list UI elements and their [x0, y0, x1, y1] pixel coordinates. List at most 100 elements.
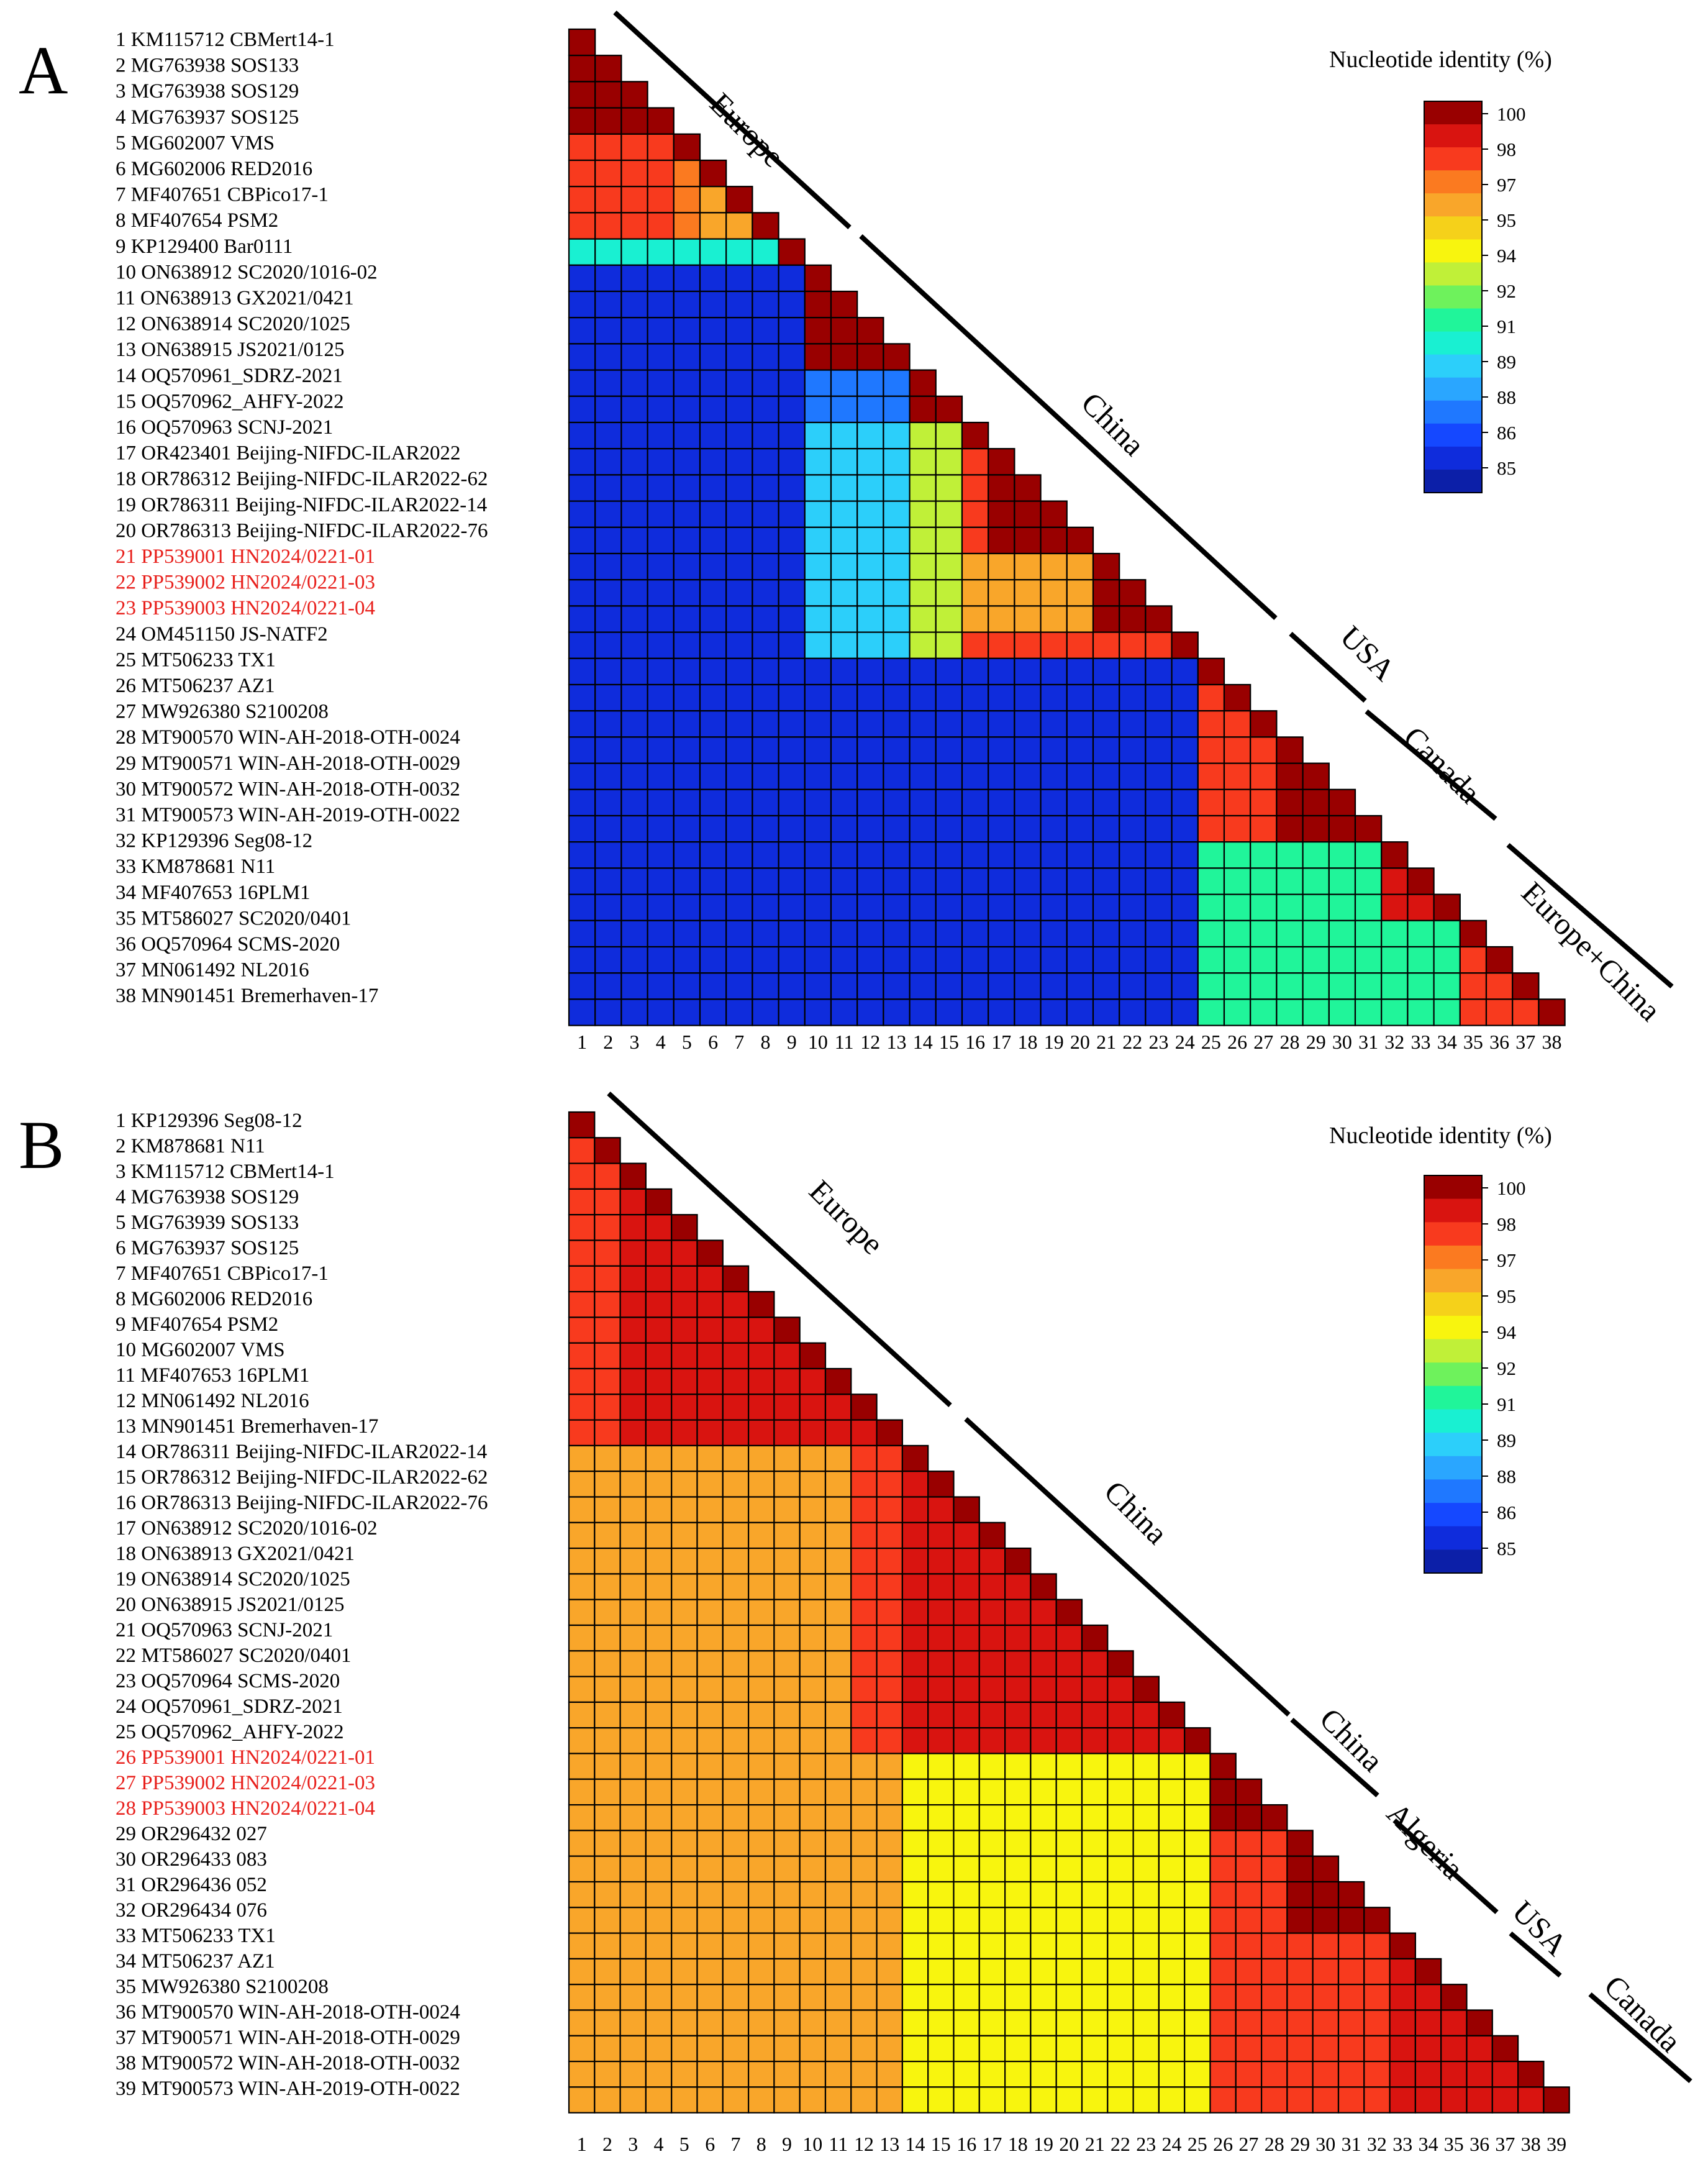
legend-color-band [1424, 1385, 1482, 1410]
heatmap-cell [752, 395, 779, 424]
heatmap-cell [850, 2035, 878, 2063]
heatmap-cell [799, 1624, 827, 1652]
heatmap-cell [850, 1932, 878, 1960]
heatmap-cell [752, 998, 779, 1026]
heatmap-cell [876, 1753, 903, 1780]
heatmap-cell [830, 343, 858, 371]
heatmap-cell [778, 814, 806, 843]
row-label: 16 OQ570963 SCNJ-2021 [116, 416, 333, 439]
heatmap-cell [619, 1958, 647, 1986]
column-tick-label: 36 [1489, 1031, 1509, 1053]
heatmap-cell [830, 579, 858, 607]
heatmap-cell [645, 1573, 673, 1600]
heatmap-cell [799, 1881, 827, 1909]
heatmap-cell [978, 1907, 1006, 1934]
legend-color-band [1424, 400, 1482, 424]
heatmap-cell [568, 814, 596, 843]
heatmap-cell [594, 212, 622, 240]
heatmap-cell [1337, 2035, 1365, 2063]
heatmap-cell [1092, 657, 1120, 686]
heatmap-cell [620, 448, 648, 476]
heatmap-cell [988, 867, 1015, 895]
heatmap-cell [696, 1753, 724, 1780]
heatmap-cell [696, 1701, 724, 1729]
heatmap-cell [778, 238, 806, 266]
heatmap-cell [647, 579, 675, 607]
heatmap-cell [696, 2086, 724, 2114]
heatmap-cell [594, 55, 622, 83]
heatmap-cell [645, 1907, 673, 1934]
heatmap-cell [594, 1214, 621, 1241]
heatmap-cell [909, 500, 937, 528]
heatmap-cell [671, 2061, 698, 2088]
heatmap-cell [778, 526, 806, 555]
heatmap-cell [1328, 814, 1356, 843]
heatmap-cell [1081, 1701, 1109, 1729]
heatmap-cell [594, 1778, 621, 1806]
heatmap-cell [953, 1573, 980, 1600]
heatmap-cell [696, 1393, 724, 1421]
legend-tick-label: 86 [1497, 422, 1516, 444]
heatmap-cell [722, 1958, 750, 1986]
heatmap-cell [1014, 631, 1042, 659]
heatmap-cell [1040, 526, 1068, 555]
heatmap-cell [773, 1984, 801, 2011]
heatmap-cell [647, 186, 675, 214]
heatmap-cell [620, 343, 648, 371]
column-tick-label: 7 [734, 1031, 744, 1053]
heatmap-cell [645, 1855, 673, 1883]
heatmap-cell [647, 893, 675, 921]
heatmap-cell [804, 369, 832, 397]
row-label: 6 MG602006 RED2016 [116, 158, 312, 180]
heatmap-cell [901, 2009, 929, 2037]
heatmap-cell [988, 657, 1015, 686]
heatmap-cell [1328, 946, 1356, 974]
heatmap-cell [722, 1727, 750, 1754]
heatmap-cell [568, 1958, 596, 1986]
heatmap-cell [568, 421, 596, 450]
heatmap-cell [747, 1932, 775, 1960]
heatmap-cell [725, 710, 753, 738]
heatmap-cell [778, 788, 806, 817]
heatmap-cell [696, 1907, 724, 1934]
heatmap-cell [1223, 736, 1251, 764]
column-tick-label: 1 [577, 1031, 587, 1053]
heatmap-cell [620, 264, 648, 293]
heatmap-cell [671, 1650, 698, 1677]
heatmap-cell [1030, 1650, 1057, 1677]
heatmap-cell [725, 972, 753, 1000]
heatmap-cell [1030, 1778, 1057, 1806]
heatmap-cell [647, 395, 675, 424]
heatmap-cell [1030, 2061, 1057, 2088]
row-label: 16 OR786313 Beijing-NIFDC-ILAR2022-76 [116, 1492, 488, 1514]
heatmap-cell [1030, 1701, 1057, 1729]
heatmap-cell [1145, 788, 1173, 817]
heatmap-cell [722, 1393, 750, 1421]
heatmap-cell [725, 788, 753, 817]
heatmap-cell [1055, 1727, 1083, 1754]
heatmap-cell [1459, 946, 1488, 974]
heatmap-cell [1302, 893, 1330, 921]
heatmap-cell [1184, 2009, 1211, 2037]
heatmap-cell [1004, 2086, 1032, 2114]
heatmap-cell [1119, 788, 1147, 817]
heatmap-cell [883, 500, 911, 528]
legend-tick-label: 91 [1497, 316, 1516, 337]
heatmap-cell [1312, 2061, 1340, 2088]
heatmap-cell [1184, 1804, 1211, 1831]
heatmap-cell [1092, 736, 1120, 764]
legend-color-band [1424, 1198, 1482, 1223]
heatmap-cell [696, 1830, 724, 1857]
column-tick-label: 32 [1367, 2133, 1387, 2155]
row-label: 15 OR786312 Beijing-NIFDC-ILAR2022-62 [116, 1466, 488, 1489]
heatmap-cell [1132, 1881, 1160, 1909]
region-label: USA [1506, 1894, 1574, 1962]
heatmap-cell [594, 1291, 621, 1318]
heatmap-cell [850, 1599, 878, 1626]
heatmap-cells [568, 28, 1566, 1026]
heatmap-cell [673, 657, 701, 686]
heatmap-cell [747, 1958, 775, 1986]
heatmap-cell [594, 264, 622, 293]
